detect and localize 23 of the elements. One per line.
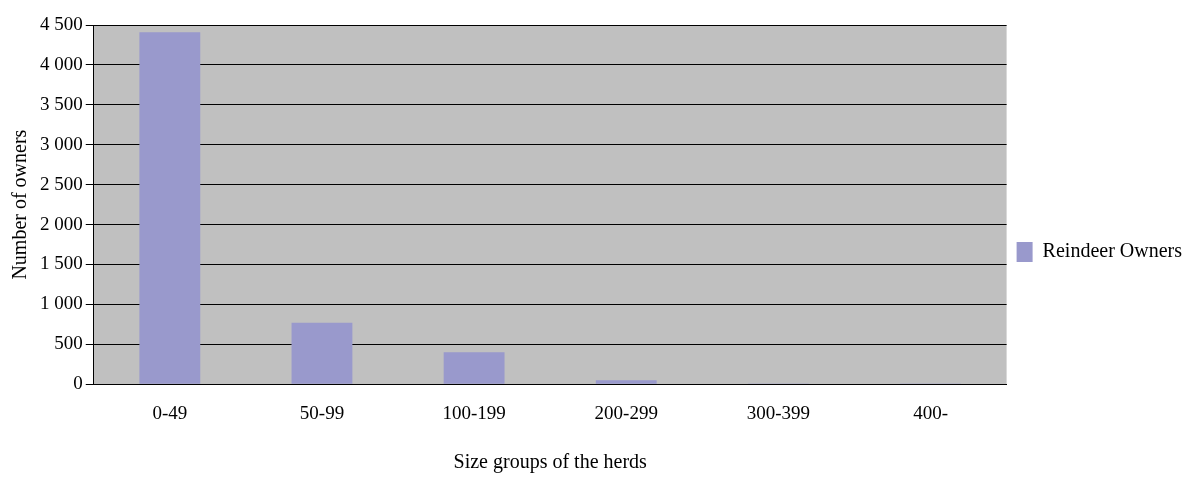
y-tick-label: 4 000 <box>40 52 83 74</box>
x-tick-label: 50-99 <box>299 401 345 423</box>
y-tick-label: 2 000 <box>40 212 83 234</box>
x-tick-label: 300-399 <box>746 401 811 423</box>
bar <box>443 352 505 384</box>
y-tick-label: 500 <box>54 332 83 354</box>
bar <box>595 380 657 384</box>
y-tick-label: 4 500 <box>40 12 83 34</box>
x-axis-title: Size groups of the herds <box>453 450 648 474</box>
y-tick-label: 1 000 <box>40 292 83 314</box>
x-tick-label: 400- <box>913 401 948 423</box>
y-tick-label: 3 000 <box>40 132 83 154</box>
x-tick-label: 0-49 <box>152 401 188 423</box>
x-tick-label: 100-199 <box>442 401 506 423</box>
y-axis-title: Number of owners <box>8 129 31 280</box>
x-tick-label: 200-299 <box>594 401 658 423</box>
y-tick-label: 3 500 <box>40 92 83 114</box>
bar <box>139 32 201 384</box>
bar <box>291 322 353 384</box>
y-tick-label: 1 500 <box>40 252 83 274</box>
y-tick-label: 0 <box>73 372 83 394</box>
y-tick-label: 2 500 <box>40 172 83 194</box>
legend-label: Reindeer Owners <box>1042 239 1183 262</box>
